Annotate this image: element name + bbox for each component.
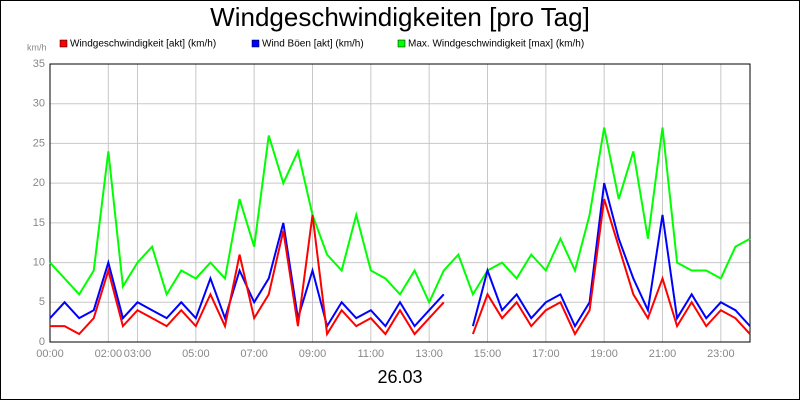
x-tick-label: 02:00 [95, 348, 123, 360]
y-tick-label: 10 [33, 256, 45, 268]
y-tick-label: 5 [39, 296, 45, 308]
x-tick-label: 05:00 [182, 348, 210, 360]
y-tick-label: 25 [33, 137, 45, 149]
legend-label: Windgeschwindigkeit [akt] (km/h) [70, 39, 216, 50]
y-tick-label: 30 [33, 98, 45, 110]
x-tick-label: 00:00 [36, 348, 64, 360]
series-line [471, 198, 751, 337]
y-tick-label: 15 [33, 217, 45, 229]
y-unit: km/h [27, 42, 47, 52]
plot-border [49, 63, 751, 343]
plot-area [50, 64, 750, 342]
x-tick-label: 07:00 [240, 348, 268, 360]
legend: Windgeschwindigkeit [akt] (km/h) Wind Böe… [59, 39, 584, 50]
legend-swatch [397, 39, 406, 48]
y-tick-label: 0 [39, 336, 45, 348]
chart-title: Windgeschwindigkeiten [pro Tag] [210, 2, 590, 32]
legend-swatch [59, 39, 68, 48]
x-tick-label: 11:00 [357, 348, 384, 360]
x-label: 26.03 [377, 367, 422, 387]
x-tick-label: 03:00 [124, 348, 152, 360]
x-tick-label: 15:00 [474, 348, 502, 360]
legend-label: Wind Böen [akt] (km/h) [262, 39, 364, 50]
series-line [50, 214, 445, 338]
series-line [49, 127, 751, 305]
x-tick-label: 13:00 [415, 348, 443, 360]
legend-swatch [251, 39, 260, 48]
y-tick-label: 20 [33, 177, 45, 189]
x-tick-label: 17:00 [532, 348, 560, 360]
x-tick-label: 21:00 [649, 348, 677, 360]
x-tick-label: 19:00 [590, 348, 618, 360]
series-line [471, 182, 751, 329]
y-tick-label: 35 [33, 58, 45, 70]
legend-label: Max. Windgeschwindigkeit [max] (km/h) [408, 39, 584, 50]
x-tick-label: 09:00 [299, 348, 327, 360]
x-tick-label: 23:00 [707, 348, 735, 360]
